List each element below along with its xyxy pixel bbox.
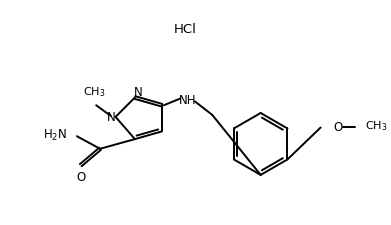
Text: N: N [133, 86, 142, 99]
Text: N: N [107, 111, 116, 124]
Text: CH$_3$: CH$_3$ [365, 120, 387, 133]
Text: H$_2$N: H$_2$N [43, 128, 67, 143]
Text: O: O [334, 121, 343, 134]
Text: CH$_3$: CH$_3$ [83, 86, 106, 99]
Text: O: O [76, 171, 85, 184]
Text: HCl: HCl [174, 23, 197, 36]
Text: NH: NH [178, 94, 196, 107]
